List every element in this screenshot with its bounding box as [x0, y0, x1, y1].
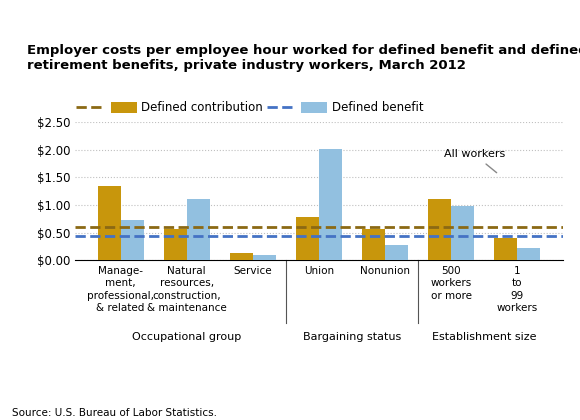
Text: Occupational group: Occupational group — [132, 333, 241, 342]
Text: Employer costs per employee hour worked for defined benefit and defined contribu: Employer costs per employee hour worked … — [27, 44, 580, 72]
Bar — [164, 229, 187, 260]
Bar — [517, 248, 541, 260]
Bar — [451, 206, 474, 260]
Text: Bargaining status: Bargaining status — [303, 333, 401, 342]
Bar — [230, 253, 253, 260]
Legend: , Defined contribution, , Defined benefit: , Defined contribution, , Defined benefi… — [77, 101, 423, 114]
Bar — [296, 217, 319, 260]
Bar — [494, 238, 517, 260]
Text: Source: U.S. Bureau of Labor Statistics.: Source: U.S. Bureau of Labor Statistics. — [12, 408, 216, 418]
Bar — [253, 255, 276, 260]
Bar — [187, 200, 210, 260]
Text: Establishment size: Establishment size — [432, 333, 536, 342]
Bar — [385, 245, 408, 260]
Bar — [319, 149, 342, 260]
Bar — [428, 200, 451, 260]
Text: All workers: All workers — [444, 150, 505, 173]
Bar — [362, 229, 385, 260]
Bar — [97, 186, 121, 260]
Bar — [121, 220, 144, 260]
